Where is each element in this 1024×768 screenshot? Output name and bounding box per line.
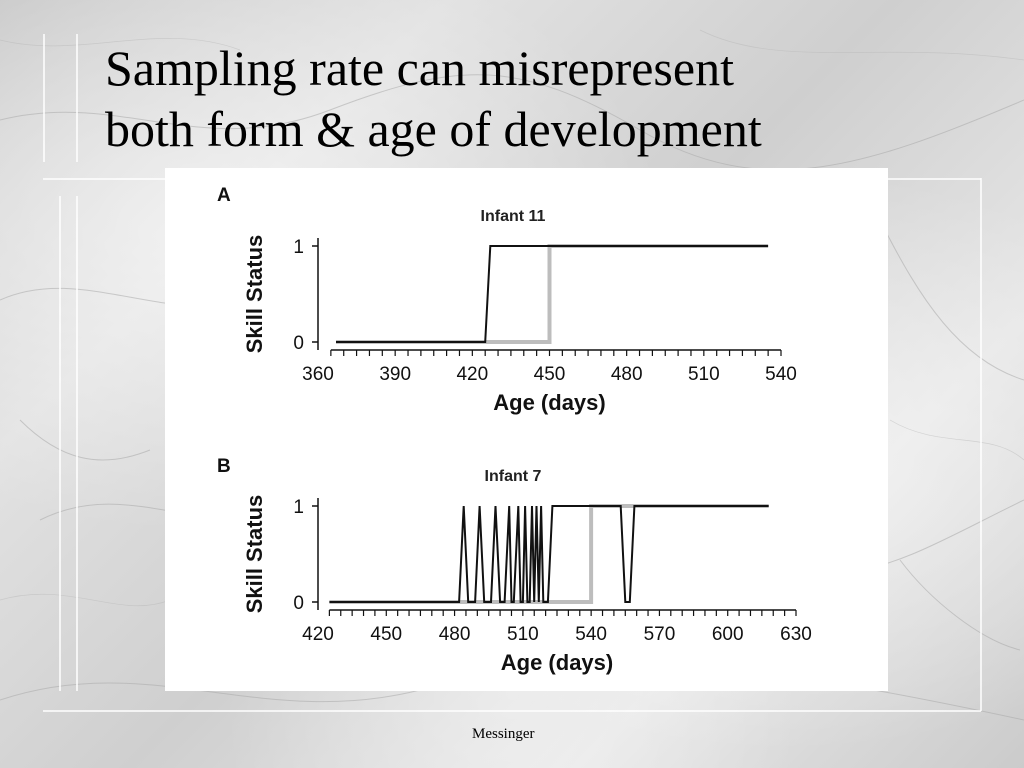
chart-1-series-black-line (336, 245, 769, 343)
frame-line-vertical-left (43, 34, 45, 162)
chart-2-x-tick-label: 510 (507, 624, 539, 645)
figure-panel: A Infant 11 360 390 420 450 480 510 540 0 1 Age (da… (165, 168, 888, 691)
chart-1-panel-label: A (217, 185, 231, 206)
skill-status-charts: A Infant 11 360 390 420 450 480 510 540 0 1 Age (da… (217, 185, 812, 675)
chart-2-series-black-line (329, 505, 769, 603)
frame-line-vertical-right (980, 178, 982, 711)
chart-2-x-tick-label: 630 (780, 624, 812, 645)
frame-line-vertical-inner-2 (76, 196, 78, 691)
chart-2-y-tick-label: 0 (293, 593, 304, 614)
slide-title-line-2: both form & age of development (105, 101, 762, 157)
chart-2-x-tick-label: 450 (370, 624, 402, 645)
chart-2-x-tick-label: 600 (712, 624, 744, 645)
slide-title: Sampling rate can misrepresent both form… (105, 38, 985, 160)
chart-1-x-tick-label: 480 (611, 364, 643, 385)
chart-2-y-tick-label: 1 (293, 497, 304, 518)
chart-1-title: Infant 11 (481, 208, 546, 225)
chart-2-x-axis-label: Age (days) (501, 650, 613, 675)
chart-1-x-tick-label: 510 (688, 364, 720, 385)
chart-1-x-tick-label: 390 (379, 364, 411, 385)
chart-1-x-tick-label: 420 (456, 364, 488, 385)
chart-2-x-tick-label: 570 (644, 624, 676, 645)
chart-1-x-tick-label: 360 (302, 364, 334, 385)
frame-line-horizontal-bottom (43, 710, 981, 712)
frame-line-vertical-inner (59, 196, 61, 691)
chart-1-y-axis-label: Skill Status (242, 235, 267, 354)
chart-1-y-tick-label: 1 (293, 237, 304, 258)
chart-2-x-tick-label: 480 (439, 624, 471, 645)
chart-2-y-axis-label: Skill Status (242, 495, 267, 614)
frame-line-vertical-left-2 (76, 34, 78, 162)
chart-2-x-tick-label: 540 (575, 624, 607, 645)
chart-2-x-tick-label: 420 (302, 624, 334, 645)
slide-title-line-1: Sampling rate can misrepresent (105, 40, 734, 96)
chart-1-x-tick-label: 540 (765, 364, 797, 385)
chart-1-x-tick-label: 450 (534, 364, 566, 385)
chart-1-x-axis-label: Age (days) (493, 390, 605, 415)
chart-2-title: Infant 7 (485, 468, 542, 485)
chart-1-series-gray-line (336, 244, 769, 344)
chart-1-y-tick-label: 0 (293, 333, 304, 354)
chart-2-panel-label: B (217, 456, 231, 477)
slide-footer: Messinger (472, 726, 535, 742)
